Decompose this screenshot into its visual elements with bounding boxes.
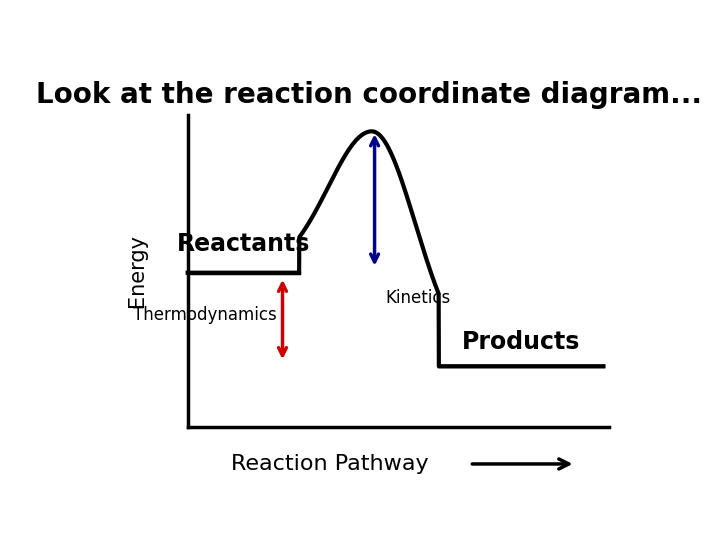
Text: Reactants: Reactants: [177, 232, 310, 256]
Text: Reaction Pathway: Reaction Pathway: [231, 454, 428, 474]
Text: Look at the reaction coordinate diagram...: Look at the reaction coordinate diagram.…: [36, 82, 702, 110]
Text: Thermodynamics: Thermodynamics: [133, 306, 277, 325]
Text: Products: Products: [462, 330, 580, 354]
Text: Energy: Energy: [127, 234, 148, 307]
Text: Kinetics: Kinetics: [386, 289, 451, 307]
